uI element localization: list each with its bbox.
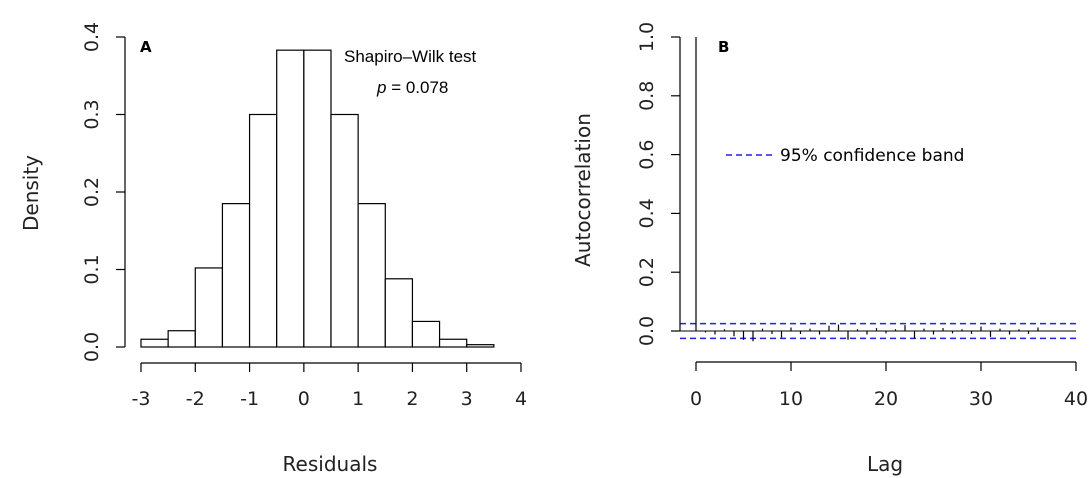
legend-label: 95% confidence band: [780, 146, 964, 166]
y-ticks: 0.0 0.1 0.2 0.3 0.4: [81, 22, 125, 362]
y-axis-title: Autocorrelation: [571, 113, 595, 267]
x-tick-label: 2: [406, 388, 418, 410]
y-tick-label: 0.8: [636, 81, 658, 111]
legend: 95% confidence band: [726, 146, 964, 166]
y-tick-label: 0.1: [81, 254, 103, 284]
x-tick-label: 20: [874, 388, 898, 410]
histogram-bar: [384, 278, 414, 348]
y-tick-label: 0.4: [636, 198, 658, 228]
panel-label-a: A: [140, 38, 152, 56]
histogram-bar: [248, 113, 278, 348]
panel-b-acf: 0 10 20 30 40 0.0 0.2 0.4 0.6 0.8 1.0 B 95% confi…: [571, 22, 1088, 476]
x-tick-label: -2: [186, 388, 205, 410]
histogram-bar: [411, 320, 441, 348]
histogram-bar: [330, 113, 359, 348]
histogram-bar: [466, 344, 495, 348]
histogram-bars: [140, 49, 495, 348]
x-tick-label: 0: [298, 388, 310, 410]
x-tick-label: 0: [690, 388, 702, 410]
histogram-bar: [438, 338, 468, 348]
panel-label-b: B: [718, 38, 729, 56]
annotation-p-rest: = 0.078: [386, 78, 448, 97]
histogram-bar: [276, 49, 305, 348]
histogram-bar: [140, 338, 169, 348]
annotation-test-name: Shapiro–Wilk test: [344, 47, 477, 66]
y-tick-label: 0.6: [636, 139, 658, 169]
x-tick-label: 4: [515, 388, 527, 410]
y-ticks: 0.0 0.2 0.4 0.6 0.8 1.0: [636, 22, 680, 346]
histogram-bar: [303, 49, 332, 348]
histogram-bar: [221, 203, 251, 348]
x-tick-label: 40: [1064, 388, 1088, 410]
y-axis-title: Density: [19, 155, 43, 231]
y-tick-label: 0.0: [81, 332, 103, 362]
annotation-p-value: p = 0.078: [376, 78, 448, 97]
x-tick-label: 30: [969, 388, 993, 410]
y-tick-label: 0.3: [81, 99, 103, 129]
histogram-bar: [167, 330, 196, 348]
y-tick-label: 1.0: [636, 22, 658, 52]
annotation-p-symbol: p: [376, 78, 386, 97]
x-axis-title: Residuals: [283, 452, 378, 476]
histogram-bar: [357, 203, 386, 348]
x-axis-title: Lag: [867, 452, 903, 476]
x-tick-label: 1: [352, 388, 364, 410]
y-tick-label: 0.2: [81, 177, 103, 207]
x-tick-label: 10: [779, 388, 803, 410]
x-ticks: -3 -2 -1 0 1 2 3 4: [132, 363, 527, 410]
x-tick-label: -3: [132, 388, 151, 410]
y-tick-label: 0.2: [636, 257, 658, 287]
y-tick-label: 0.0: [636, 316, 658, 346]
x-tick-label: 3: [461, 388, 473, 410]
panel-a-histogram: -3 -2 -1 0 1 2 3 4 0.0 0.1 0.2 0.3 0.4 A Shapiro–Wi…: [19, 22, 527, 476]
y-tick-label: 0.4: [81, 22, 103, 52]
histogram-bar: [194, 267, 224, 348]
confidence-band-lines: [680, 322, 1076, 340]
x-tick-label: -1: [240, 388, 259, 410]
x-ticks: 0 10 20 30 40: [690, 362, 1088, 410]
acf-spikes: [695, 37, 1039, 342]
